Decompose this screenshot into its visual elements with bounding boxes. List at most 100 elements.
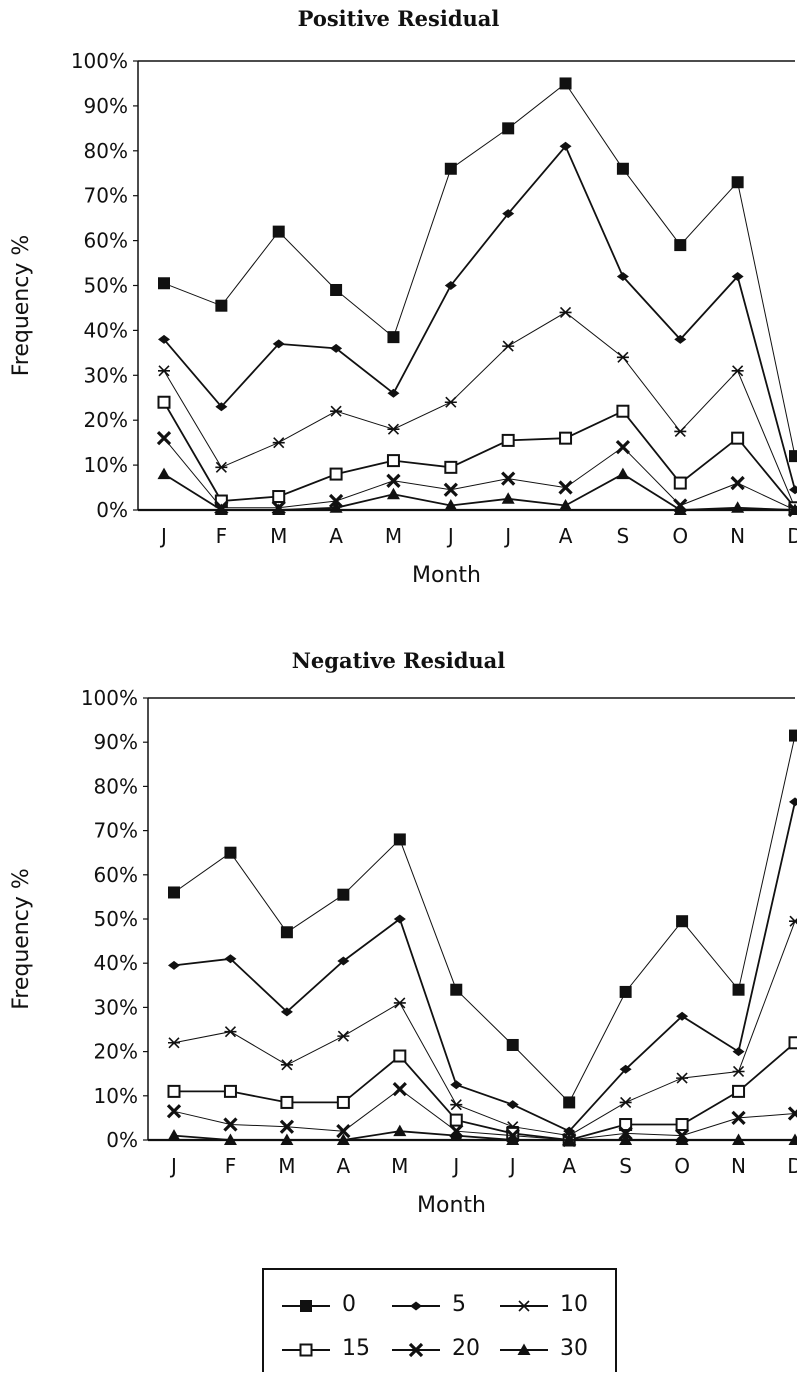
data-point	[618, 1126, 633, 1141]
series-line	[174, 1042, 796, 1141]
data-point	[788, 503, 797, 515]
data-point	[280, 1059, 293, 1071]
y-tick-label: 10%	[94, 1084, 138, 1108]
data-point	[392, 1082, 407, 1097]
x-tick-label: M	[270, 524, 287, 548]
data-point	[444, 162, 457, 175]
data-point	[168, 960, 180, 970]
data-point	[675, 1118, 689, 1132]
data-point	[444, 396, 457, 408]
x-tick-label: A	[559, 524, 573, 548]
x-tick-label: M	[385, 524, 402, 548]
data-point	[558, 480, 573, 495]
y-tick-label: 10%	[84, 453, 128, 477]
data-point	[619, 1064, 632, 1074]
data-point	[336, 1133, 350, 1145]
data-point	[215, 299, 228, 312]
y-axis-label: Frequency %	[9, 868, 34, 1010]
x-tick-label: A	[337, 1154, 351, 1178]
data-point	[157, 395, 171, 409]
data-point	[619, 1133, 633, 1145]
data-point	[676, 1072, 689, 1084]
data-point	[501, 492, 515, 504]
series-line	[173, 921, 796, 1137]
data-point	[393, 997, 406, 1009]
y-tick-label: 30%	[84, 363, 128, 387]
x-tick-label: J	[446, 524, 454, 548]
data-point	[272, 490, 286, 504]
y-tick-label: 70%	[94, 819, 138, 843]
series-20	[156, 431, 797, 518]
data-point	[562, 1133, 576, 1145]
data-point	[336, 1095, 350, 1109]
x-tick-label: J	[451, 1154, 459, 1178]
data-point	[502, 122, 515, 135]
data-point	[789, 797, 797, 807]
x-tick-label: D	[787, 1154, 797, 1178]
chart-title-negative: Negative Residual	[291, 648, 506, 673]
data-point	[337, 1030, 350, 1042]
data-point	[731, 176, 744, 189]
data-point	[167, 1129, 181, 1141]
y-tick-label: 0%	[96, 498, 128, 522]
data-point	[215, 461, 228, 473]
x-axis-label: Month	[412, 563, 481, 588]
y-tick-label: 90%	[84, 94, 128, 118]
data-point	[674, 239, 687, 252]
data-point	[158, 277, 170, 290]
x-tick-label: S	[617, 524, 630, 548]
series-5	[158, 141, 797, 495]
legend-swatch-marker	[408, 1342, 424, 1358]
data-point	[674, 334, 687, 344]
legend-swatch-triangle	[500, 1343, 548, 1355]
positive-residual-chart: 0% 10% 20% 30% 40% 50% 60% 70% 80% 90% 100% J F M A M J J…	[9, 49, 797, 588]
data-point	[559, 306, 572, 319]
y-tick-label: 40%	[94, 951, 138, 975]
data-point	[501, 471, 516, 486]
data-point	[731, 1110, 746, 1126]
data-point	[450, 1099, 463, 1111]
x-tick-label: M	[278, 1154, 295, 1178]
y-tick-label: 20%	[84, 408, 128, 432]
data-point	[563, 1096, 576, 1109]
data-point	[732, 1084, 746, 1098]
series-15	[167, 1036, 797, 1147]
x-tick-label: A	[562, 1154, 576, 1178]
data-point	[156, 431, 172, 446]
legend-swatch-open-square	[282, 1343, 330, 1357]
data-point	[328, 493, 344, 509]
legend-swatch-filled-square	[282, 1300, 330, 1312]
data-point	[215, 402, 228, 412]
data-point	[789, 729, 797, 742]
x-tick-label: N	[731, 1154, 746, 1178]
data-point	[619, 985, 632, 998]
data-point	[559, 77, 572, 90]
data-point	[788, 1133, 797, 1145]
y-tick-label: 80%	[94, 774, 138, 798]
data-point	[616, 404, 630, 418]
series-0	[168, 729, 797, 1109]
data-point	[559, 141, 572, 151]
data-point	[559, 499, 573, 511]
data-point	[280, 1133, 294, 1145]
legend-swatch-diamond	[392, 1301, 440, 1311]
data-point	[224, 954, 237, 964]
data-point	[444, 281, 457, 290]
legend-swatch-asterisk	[500, 1300, 548, 1312]
data-point	[731, 365, 744, 377]
x-tick-label: S	[619, 1154, 632, 1178]
data-point	[787, 1106, 797, 1121]
data-point	[330, 283, 343, 296]
data-point	[386, 487, 400, 500]
legend-label: 15	[342, 1336, 370, 1361]
y-tick-label: 70%	[84, 184, 128, 208]
data-point	[393, 833, 406, 846]
data-point	[387, 388, 400, 398]
series-0	[158, 77, 797, 463]
data-point	[272, 225, 285, 238]
data-point	[789, 915, 797, 927]
data-point	[731, 501, 745, 513]
data-point	[616, 272, 629, 282]
data-point	[444, 460, 458, 474]
data-point	[789, 450, 797, 463]
